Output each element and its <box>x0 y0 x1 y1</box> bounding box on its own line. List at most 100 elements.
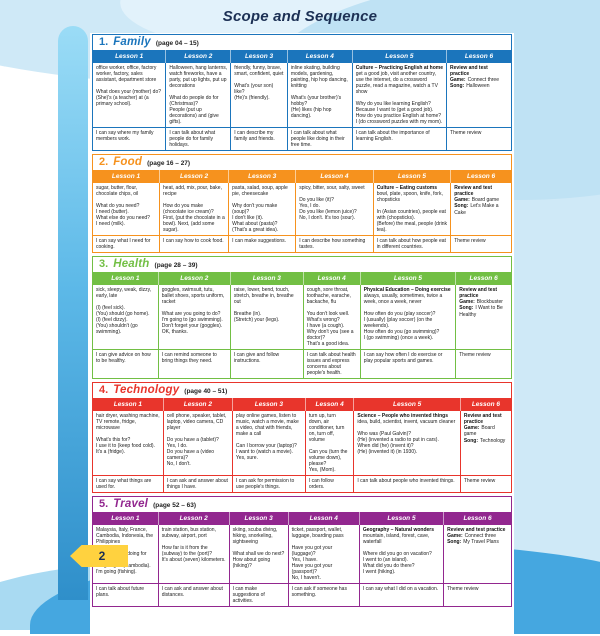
lesson-body: friendly, funny, brave, smart, confident… <box>234 65 284 101</box>
lesson-content-row: hair dryer, washing machine, TV remote, … <box>92 410 513 476</box>
lesson-cell: play online games, listen to music, watc… <box>231 410 306 476</box>
strand-title: Culture – Practicing English at home <box>355 65 443 71</box>
song-label: Song: <box>447 539 462 546</box>
can-do-cell: I can talk about future plans. <box>92 583 159 607</box>
unit-health: 3. Health (page 28 – 39) Lesson 1 Lesson 2 Le… <box>92 256 512 379</box>
can-do-row: I can say what I need for cooking. I can … <box>91 235 512 253</box>
lesson-cell: inline skating, building models, gardeni… <box>286 62 353 128</box>
lesson-content-row: sugar, butter, flour, chocolate chips, o… <box>91 182 512 236</box>
can-do-cell: I can talk about health issues and expre… <box>302 349 361 379</box>
lesson-header: Lesson 6 <box>446 50 512 63</box>
song-name: Halloween <box>466 83 490 90</box>
lesson-header: Lesson 6 <box>443 512 512 525</box>
lesson-body: pasta, salad, soup, apple pie, cheesecak… <box>232 185 288 233</box>
game-line: Game: Connect three <box>447 533 508 539</box>
lesson-header: Lesson 2 <box>162 398 233 411</box>
song-name: My Travel Plans <box>463 539 499 546</box>
can-do-cell: I can ask for permission to use people's… <box>231 475 306 493</box>
game-name: Connect three <box>467 77 499 83</box>
lesson-body: turn up, turn down, air conditioner, tur… <box>308 413 348 473</box>
review-title: Review and test practice <box>459 287 498 299</box>
lesson-body: sick, sleepy, weak, dizzy, early, late (… <box>96 287 152 335</box>
unit-table-food: Lesson 1 Lesson 2 Lesson 3 Lesson 4 Lesson 5… <box>91 170 512 253</box>
lesson-header: Lesson 3 <box>230 50 288 63</box>
lesson-cell: raise, lower, bend, touch, stretch, brea… <box>229 284 304 350</box>
game-line: Game: Board game <box>464 425 508 438</box>
lesson-header: Lesson 4 <box>295 170 374 183</box>
lesson-body: inline skating, building models, gardeni… <box>290 65 348 119</box>
lesson-cell: hair dryer, washing machine, TV remote, … <box>92 410 164 476</box>
lesson-cell: sugar, butter, flour, chocolate chips, o… <box>91 182 161 236</box>
song-label: Song: <box>463 437 479 444</box>
unit-name: Family <box>113 36 151 48</box>
lesson-header: Lesson 6 <box>455 272 512 285</box>
unit-family: 1. Family (page 04 – 15) Lesson 1 Lesson 2 Le… <box>91 34 512 151</box>
can-do-cell: Theme review <box>455 349 512 379</box>
lesson-content-row: sick, sleepy, weak, dizzy, early, late (… <box>92 284 512 350</box>
lesson-header: Lesson 6 <box>459 398 512 411</box>
game-name: Blockbuster <box>476 299 503 305</box>
lesson-cell: Review and test practice Game: Board game S… <box>459 410 513 476</box>
lesson-header: Lesson 5 <box>359 272 456 285</box>
page-number: 2 <box>98 549 106 563</box>
song-line: Song: My Travel Plans <box>447 539 508 545</box>
lesson-cell: Culture – Practicing English at home get … <box>351 62 448 128</box>
song-name: Technology <box>480 437 506 444</box>
lesson-body: cell phone, speaker, tablet, laptop, vid… <box>166 413 227 467</box>
review-title: Review and test practice <box>447 527 506 533</box>
lesson-header: Lesson 1 <box>92 512 159 525</box>
can-do-cell: I can give and follow instructions. <box>229 349 304 379</box>
lesson-cell: Halloween, hang lanterns, watch firework… <box>165 62 232 128</box>
song-label: Song: <box>450 83 465 90</box>
lesson-header: Lesson 1 <box>92 50 166 63</box>
can-do-row: I can talk about future plans. I can ask … <box>92 583 512 607</box>
page-title: Scope and Sequence <box>222 8 378 25</box>
can-do-cell: I can make suggestions. <box>228 235 297 253</box>
page-number-tab: 2 <box>70 545 128 567</box>
unit-name: Food <box>113 156 143 168</box>
lesson-cell: turn up, turn down, air conditioner, tur… <box>304 410 355 476</box>
lesson-body: play online games, listen to music, watc… <box>235 413 299 461</box>
lesson-cell: office worker, office, factory worker, f… <box>91 62 167 128</box>
game-label: Game: <box>447 533 463 539</box>
lesson-content-row: office worker, office, factory worker, f… <box>91 62 512 128</box>
can-do-cell: I can say what I did on a vacation. <box>358 583 445 607</box>
game-label: Game: <box>459 299 475 305</box>
can-do-cell: I can say what I need for cooking. <box>91 235 161 253</box>
can-do-cell: I can say how to cook food. <box>159 235 230 253</box>
song-line: Song: Let's Make a Cake <box>454 203 508 216</box>
lesson-header: Lesson 4 <box>287 512 360 525</box>
can-do-cell: I can say what things are used for. <box>92 475 164 493</box>
lesson-cell: Review and test practice Game: Board game S… <box>450 182 512 236</box>
song-line: Song: Halloween <box>450 83 508 89</box>
lesson-body: bowl, plate, spoon, knife, fork, chopsti… <box>376 191 447 233</box>
strand-title: Geography – Natural wonders <box>362 527 435 533</box>
game-label: Game: <box>463 425 480 431</box>
lesson-header-row: Lesson 1 Lesson 2 Lesson 3 Lesson 4 Lesson 5… <box>92 170 512 183</box>
unit-food: 2. Food (page 16 – 27) Lesson 1 Lesson 2 Less… <box>91 154 512 253</box>
lesson-cell: cough, sore throat, toothache, earache, … <box>302 284 361 350</box>
lesson-body: cough, sore throat, toothache, earache, … <box>306 287 354 347</box>
unit-title-row-family: 1. Family (page 04 – 15) <box>92 34 512 51</box>
lesson-cell: goggles, swimsuit, tutu, ballet shoes, s… <box>157 284 231 350</box>
game-name: Board game <box>471 197 499 203</box>
unit-number: 5. <box>99 498 109 510</box>
unit-page-range: (page 28 – 39) <box>154 262 198 269</box>
game-name: Board game <box>463 425 495 438</box>
can-do-cell: Theme review <box>446 127 512 151</box>
game-line: Game: Board game <box>454 197 508 203</box>
lesson-header: Lesson 4 <box>304 398 354 411</box>
lesson-cell: Review and test practice Game: Connect thr… <box>446 62 512 128</box>
lesson-cell: cell phone, speaker, tablet, laptop, vid… <box>162 410 233 476</box>
can-do-row: I can say what things are used for. I can… <box>92 475 513 493</box>
lesson-cell: sick, sleepy, weak, dizzy, early, late (… <box>92 284 159 350</box>
lesson-header: Lesson 1 <box>92 272 159 285</box>
lesson-header: Lesson 3 <box>229 272 304 285</box>
unit-table-travel: Lesson 1 Lesson 2 Lesson 3 Lesson 4 Lesson 5… <box>92 512 512 607</box>
lesson-body: Halloween, hang lanterns, watch firework… <box>169 65 228 125</box>
review-title: Review and test practice <box>463 413 502 425</box>
can-do-cell: I can describe my family and friends. <box>230 127 288 151</box>
lesson-cell: friendly, funny, brave, smart, confident… <box>230 62 288 128</box>
unit-title-row-technology: 4. Technology (page 40 – 51) <box>92 382 512 399</box>
lesson-cell: heat, add, mix, pour, bake, recipe How d… <box>159 182 230 236</box>
